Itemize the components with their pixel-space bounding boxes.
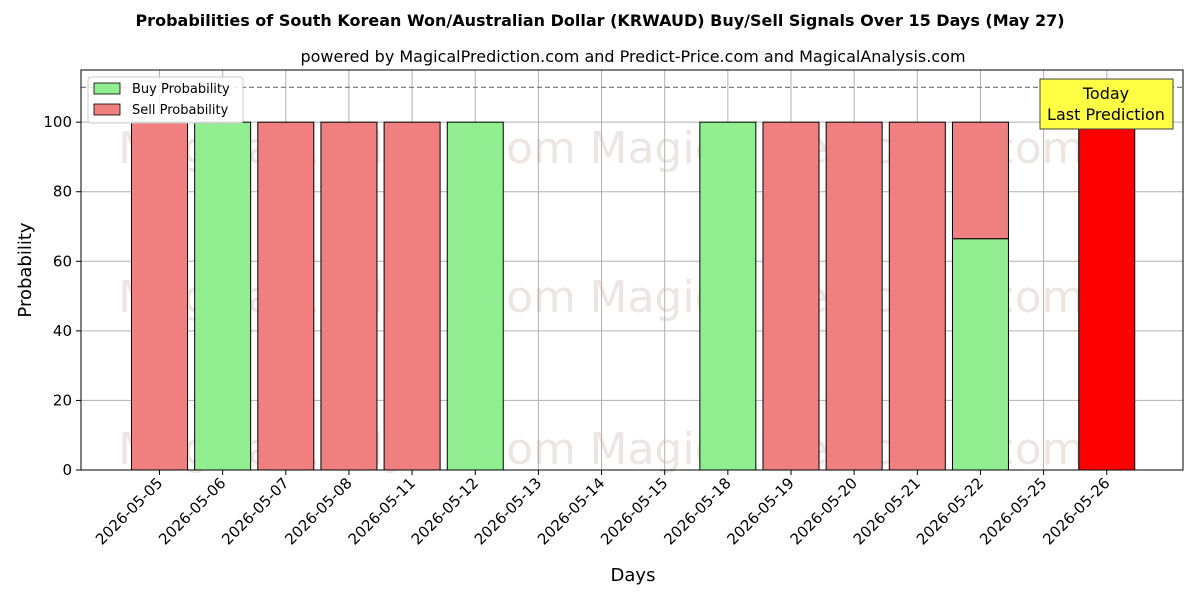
chart-title: Probabilities of South Korean Won/Austra…	[135, 11, 1064, 30]
bar-buy-2026-05-12	[446, 121, 504, 471]
bar-sell-2026-05-08	[320, 121, 378, 471]
x-tick-label: 2026-05-18	[660, 474, 734, 548]
x-tick-label: 2026-05-05	[92, 474, 166, 548]
y-tick-label: 20	[53, 391, 72, 409]
x-tick-label: 2026-05-19	[723, 474, 797, 548]
x-tick-label: 2026-05-11	[345, 474, 419, 548]
legend-swatch-buy	[93, 82, 121, 95]
x-tick-label: 2026-05-20	[787, 474, 861, 548]
y-tick-label: 40	[53, 322, 72, 340]
x-tick-label: 2026-05-15	[597, 474, 671, 548]
x-axis-label: Days	[611, 565, 656, 586]
x-tick-label: 2026-05-08	[281, 474, 355, 548]
x-tick-label: 2026-05-22	[913, 474, 987, 548]
bar-sell-2026-05-05	[131, 121, 188, 471]
legend-label-sell: Sell Probability	[132, 103, 229, 118]
annotation-box	[1039, 78, 1174, 130]
bar-sell-highlight-2026-05-26	[1078, 121, 1136, 471]
x-tick-label: 2026-05-07	[218, 474, 292, 548]
bar-sell-2026-05-20	[825, 121, 883, 471]
x-tick-label: 2026-05-06	[155, 474, 229, 548]
bar-sell-2026-05-22	[951, 121, 1009, 240]
bar-sell-2026-05-19	[762, 121, 820, 471]
y-tick-label: 100	[43, 113, 72, 131]
bars	[131, 121, 1136, 471]
y-axis: 0 20 40 60 80 100	[43, 113, 81, 479]
bar-sell-2026-05-07	[257, 121, 315, 471]
y-axis-label: Probability	[15, 222, 36, 317]
x-tick-label: 2026-05-25	[976, 474, 1050, 548]
bar-sell-2026-05-21	[888, 121, 946, 471]
legend: Buy Probability Sell Probability	[87, 76, 244, 124]
today-annotation: Today Last Prediction	[1039, 78, 1174, 130]
x-tick-label: 2026-05-26	[1039, 474, 1113, 548]
bar-buy-2026-05-22	[951, 238, 1009, 471]
plot-area-border	[80, 69, 1184, 471]
y-tick-label: 60	[53, 252, 72, 270]
legend-swatch-sell	[93, 103, 121, 116]
chart-subtitle: powered by MagicalPrediction.com and Pre…	[300, 47, 965, 66]
x-axis: 2026-05-052026-05-062026-05-072026-05-08…	[92, 470, 1114, 548]
annotation-line2: Last Prediction	[1047, 105, 1165, 124]
y-tick-label: 80	[53, 183, 72, 201]
y-tick-label: 0	[62, 461, 72, 479]
bar-sell-2026-05-11	[383, 121, 441, 471]
x-tick-label: 2026-05-12	[408, 474, 482, 548]
x-tick-label: 2026-05-14	[534, 474, 608, 548]
legend-label-buy: Buy Probability	[132, 82, 230, 97]
bar-buy-2026-05-06	[194, 121, 252, 471]
legend-box	[87, 76, 244, 124]
x-tick-label: 2026-05-13	[471, 474, 545, 548]
bar-buy-2026-05-18	[699, 121, 757, 471]
x-tick-label: 2026-05-21	[850, 474, 924, 548]
annotation-line1: Today	[1082, 84, 1129, 103]
